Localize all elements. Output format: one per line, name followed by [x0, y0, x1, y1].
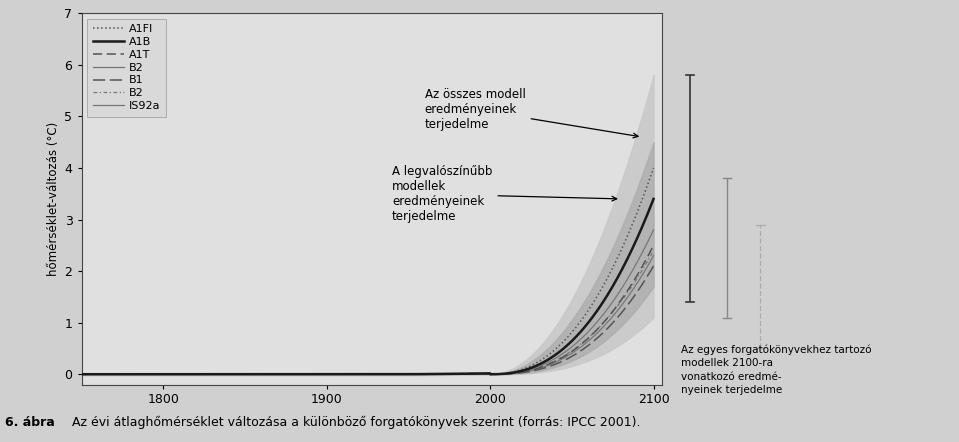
Text: Az egyes forgatókönyvekhez tartozó
modellek 2100-ra
vonatkozó eredmé-
nyeinek te: Az egyes forgatókönyvekhez tartozó model… [681, 345, 872, 395]
B1 [76, 372, 87, 377]
IS92a [452, 371, 463, 377]
B1 [237, 372, 248, 377]
B2 [216, 372, 227, 377]
B2 [257, 372, 269, 377]
B1 [591, 336, 602, 341]
Line: B2: B2 [82, 251, 653, 374]
A1FI [452, 371, 463, 377]
Line: A1T: A1T [82, 245, 653, 374]
B1 [452, 371, 463, 377]
A1T [591, 327, 602, 332]
A1T [521, 369, 532, 374]
Legend: A1FI, A1B, A1T, B2, B1, B2, IS92a: A1FI, A1B, A1T, B2, B1, B2, IS92a [87, 19, 166, 117]
A1B [591, 309, 602, 314]
B2 [521, 368, 532, 373]
B2 [257, 372, 269, 377]
Line: B1: B1 [82, 266, 653, 374]
IS92a [257, 372, 269, 377]
A1B [76, 372, 87, 377]
A1FI [521, 365, 532, 370]
A1FI [237, 372, 248, 377]
B2 [76, 372, 87, 377]
B2 [237, 372, 248, 377]
A1T [216, 372, 227, 377]
B2 [521, 368, 532, 373]
Line: A1FI: A1FI [82, 168, 653, 374]
A1B [216, 372, 227, 377]
A1B [521, 367, 532, 372]
B2 [452, 371, 463, 377]
Line: A1B: A1B [82, 199, 653, 374]
IS92a [591, 331, 602, 336]
Line: IS92a: IS92a [82, 255, 653, 374]
Text: Az összes modell
eredményeinek
terjedelme: Az összes modell eredményeinek terjedelm… [425, 88, 638, 138]
B2 [76, 372, 87, 377]
B2 [237, 372, 248, 377]
B2 [647, 227, 659, 232]
IS92a [237, 372, 248, 377]
IS92a [521, 369, 532, 374]
Line: B2: B2 [82, 230, 653, 374]
Text: 6. ábra: 6. ábra [5, 416, 55, 429]
A1B [647, 196, 659, 202]
B2 [452, 371, 463, 377]
A1B [452, 371, 463, 377]
A1FI [257, 372, 269, 377]
A1B [237, 372, 248, 377]
A1T [452, 371, 463, 377]
Text: Az évi átlaghőmérséklet változása a különböző forgatókönyvek szerint (forrás: IP: Az évi átlaghőmérséklet változása a külö… [64, 415, 641, 429]
A1FI [647, 165, 659, 171]
A1FI [591, 294, 602, 299]
IS92a [76, 372, 87, 377]
A1T [647, 243, 659, 248]
IS92a [216, 372, 227, 377]
B1 [647, 263, 659, 269]
B2 [216, 372, 227, 377]
B2 [591, 327, 602, 332]
B1 [216, 372, 227, 377]
Text: A legvalószínűbb
modellek
eredményeinek
terjedelme: A legvalószínűbb modellek eredményeinek … [392, 165, 617, 223]
B1 [257, 372, 269, 377]
A1B [257, 372, 269, 377]
B2 [591, 320, 602, 325]
Y-axis label: hőmérséklet-változás (°C): hőmérséklet-változás (°C) [47, 122, 60, 276]
B1 [521, 370, 532, 375]
IS92a [647, 253, 659, 258]
A1T [257, 372, 269, 377]
A1FI [216, 372, 227, 377]
A1T [237, 372, 248, 377]
A1T [76, 372, 87, 377]
A1FI [76, 372, 87, 377]
B2 [647, 248, 659, 253]
